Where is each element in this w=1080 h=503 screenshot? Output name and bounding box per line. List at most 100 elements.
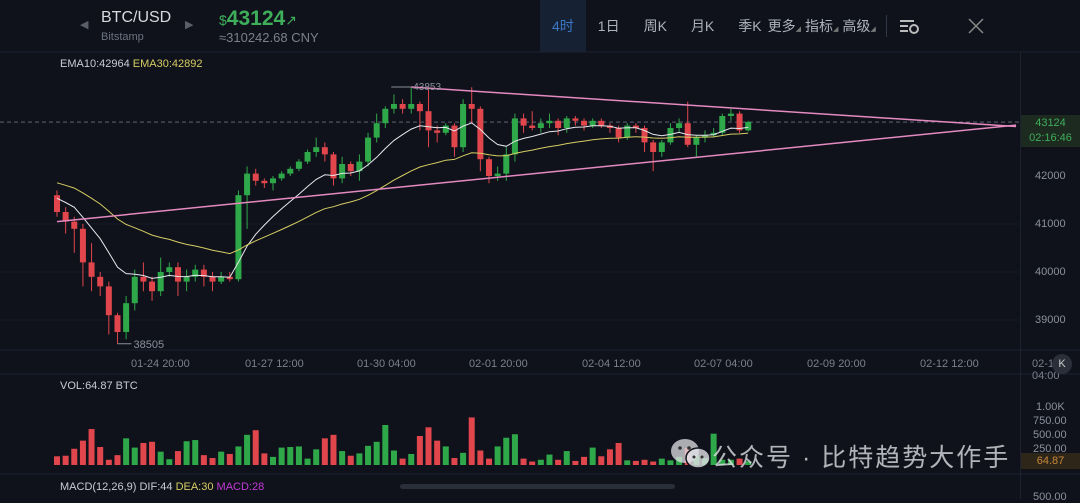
candle-body bbox=[54, 195, 60, 212]
chart-settings-icon[interactable] bbox=[899, 17, 921, 35]
tab-label: 月K bbox=[690, 18, 715, 34]
volume-bar bbox=[399, 458, 406, 465]
candle-body bbox=[209, 276, 216, 282]
candle-body bbox=[278, 173, 285, 179]
wechat-icon bbox=[671, 439, 711, 469]
candle-body bbox=[572, 118, 579, 121]
volume-bar bbox=[503, 437, 510, 465]
x-tick: 02-12 12:00 bbox=[920, 358, 979, 370]
volume-bar bbox=[54, 456, 60, 465]
volume-bar bbox=[62, 455, 69, 465]
volume-bar bbox=[382, 424, 389, 465]
trendline bbox=[56, 124, 1017, 223]
volume-bar bbox=[97, 447, 104, 465]
volume-bar bbox=[581, 456, 588, 465]
candle-body bbox=[235, 195, 242, 280]
tab-month[interactable]: 月K bbox=[679, 0, 726, 52]
candle-body bbox=[598, 120, 605, 126]
tab-label: 季K bbox=[738, 18, 762, 34]
candle-body bbox=[494, 173, 501, 176]
candle-body bbox=[676, 123, 683, 128]
tab-quarter[interactable]: 季K bbox=[726, 0, 765, 52]
volume-bar bbox=[149, 441, 156, 465]
volume-bar bbox=[114, 455, 121, 465]
candle-body bbox=[503, 154, 510, 174]
tab-label: 更多 bbox=[767, 18, 796, 34]
vol-tick: 250.00 bbox=[1033, 443, 1067, 455]
timeframe-tabs: 4时 1日 周K 月K 季K 更多◢ 指标◢ 高级◢ bbox=[540, 0, 985, 52]
volume-bar bbox=[71, 448, 78, 465]
vol-tick: 750.00 bbox=[1033, 415, 1067, 427]
ema10-line bbox=[56, 122, 749, 279]
candle-body bbox=[667, 128, 674, 143]
candle-body bbox=[632, 125, 639, 128]
candle-body bbox=[114, 315, 121, 332]
candle-body bbox=[339, 164, 346, 179]
tab-indicators[interactable]: 指标◢ bbox=[803, 0, 840, 52]
candle-body bbox=[200, 269, 207, 277]
chevron-right-icon[interactable]: ▶ bbox=[185, 19, 194, 31]
candle-body bbox=[390, 104, 397, 109]
x-tick: 02-07 04:00 bbox=[694, 358, 753, 370]
volume-bar bbox=[555, 459, 562, 465]
y-tick: 41000 bbox=[1035, 218, 1066, 230]
tab-week[interactable]: 周K bbox=[632, 0, 679, 52]
candle-body bbox=[304, 152, 311, 162]
volume-bar bbox=[183, 441, 190, 465]
volume-bar bbox=[174, 451, 181, 465]
volume-bar bbox=[589, 447, 596, 465]
high-label: 43853 bbox=[413, 82, 441, 93]
candle-body bbox=[468, 104, 475, 109]
candle-body bbox=[520, 118, 527, 126]
candle-body bbox=[287, 168, 294, 174]
tab-advanced[interactable]: 高级◢ bbox=[840, 0, 877, 52]
candle-body bbox=[313, 147, 320, 152]
candle-body bbox=[174, 267, 181, 282]
volume-bar bbox=[408, 453, 415, 465]
candle-body bbox=[442, 125, 449, 133]
volume-bar bbox=[442, 446, 449, 465]
volume-bar bbox=[209, 458, 216, 465]
close-icon[interactable] bbox=[967, 17, 985, 35]
volume-bar bbox=[79, 440, 86, 465]
x-tick: 02-04 12:00 bbox=[582, 358, 641, 370]
scrollbar[interactable] bbox=[400, 484, 675, 489]
volume-bar bbox=[727, 459, 734, 465]
tab-1d[interactable]: 1日 bbox=[586, 0, 632, 52]
y-tick: 39000 bbox=[1035, 314, 1066, 326]
volume-bar bbox=[287, 447, 294, 465]
pair-name[interactable]: BTC/USD bbox=[101, 9, 172, 26]
candle-body bbox=[684, 123, 691, 145]
tab-more[interactable]: 更多◢ bbox=[766, 0, 803, 52]
tab-4h[interactable]: 4时 bbox=[540, 0, 586, 52]
volume-bar bbox=[451, 458, 458, 465]
volume-bar bbox=[278, 447, 285, 465]
volume-bar bbox=[166, 459, 173, 465]
volume-bar bbox=[658, 458, 665, 465]
volume-bar bbox=[140, 442, 147, 465]
volume-bar bbox=[546, 454, 553, 465]
candle-body bbox=[149, 281, 156, 292]
ema30-value: EMA30:42892 bbox=[132, 58, 203, 70]
last-price: $43124↗ bbox=[219, 7, 297, 31]
candle-body bbox=[347, 164, 354, 172]
candle-body bbox=[157, 272, 164, 292]
volume-bar bbox=[486, 458, 492, 465]
x-tick: 01-27 12:00 bbox=[245, 358, 304, 370]
macd-legend: MACD(12,26,9) DIF:44 DEA:30 MACD:28 bbox=[60, 481, 264, 493]
volume-bar bbox=[745, 461, 752, 465]
volume-bar bbox=[434, 440, 441, 465]
vol-tick: 1.00K bbox=[1036, 401, 1065, 413]
tab-label: 高级 bbox=[842, 18, 871, 34]
candle-body bbox=[425, 111, 432, 131]
jump-to-latest-icon[interactable]: K bbox=[1052, 354, 1072, 374]
chevron-left-icon[interactable]: ◀ bbox=[80, 19, 89, 31]
y-tick: 42000 bbox=[1035, 170, 1066, 182]
tab-label: 指标 bbox=[805, 18, 834, 34]
candle-body bbox=[546, 120, 553, 124]
candle-countdown: 02:16:46 bbox=[1029, 132, 1072, 144]
candle-body bbox=[226, 276, 233, 280]
dropdown-icon: ◢ bbox=[833, 26, 839, 33]
dea-value: DEA:30 bbox=[175, 481, 214, 493]
